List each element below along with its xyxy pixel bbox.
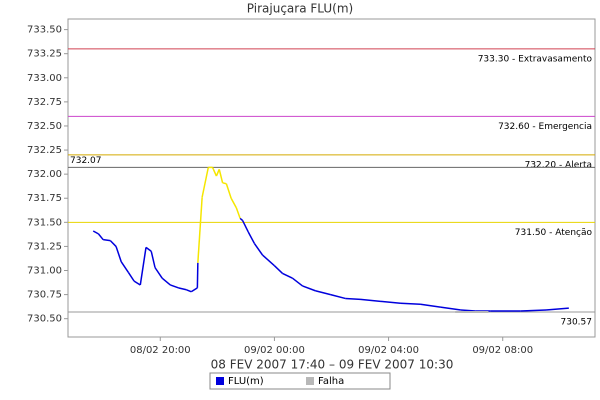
series-segment xyxy=(139,247,147,286)
plot-area xyxy=(67,18,596,338)
series-segment xyxy=(400,302,421,305)
series-segment xyxy=(92,230,99,235)
y-tick-label: 731.50 xyxy=(27,217,62,228)
y-tick-label: 731.25 xyxy=(27,241,62,252)
series-segment xyxy=(239,217,244,221)
series-segment xyxy=(154,267,163,279)
series-segment xyxy=(230,197,238,209)
legend-swatch xyxy=(216,377,224,385)
threshold-label: 732.20 - Alerta xyxy=(525,160,592,170)
series-segment xyxy=(103,238,111,242)
series-segment xyxy=(330,293,346,300)
series-segment xyxy=(440,306,461,311)
series-segment xyxy=(262,254,275,267)
series-segment xyxy=(97,233,104,241)
series-segment xyxy=(345,297,361,301)
series-segment xyxy=(241,220,249,233)
y-tick-label: 731.00 xyxy=(27,266,62,277)
y-tick-label: 733.25 xyxy=(27,49,62,60)
y-tick-label: 732.50 xyxy=(27,121,62,132)
series-segment xyxy=(380,300,401,305)
series-segment xyxy=(186,289,192,293)
series-segment xyxy=(145,246,152,252)
y-tick-label: 732.75 xyxy=(27,97,62,108)
series-segment xyxy=(211,167,218,177)
series-segment xyxy=(115,246,122,263)
series-segment xyxy=(161,277,171,286)
y-tick-label: 730.75 xyxy=(27,290,62,301)
series-segment xyxy=(222,182,227,185)
legend-label: Falha xyxy=(318,376,344,387)
chart-subtitle: 08 FEV 2007 17:40 – 09 FEV 2007 10:30 xyxy=(211,358,454,372)
legend-box xyxy=(209,372,391,390)
series-segment xyxy=(109,240,117,247)
y-tick-label: 732.00 xyxy=(27,169,62,180)
series-segment xyxy=(253,243,264,256)
chart-title: Pirajuçara FLU(m) xyxy=(247,2,353,16)
threshold-label: 732.07 xyxy=(70,156,102,166)
x-tick-label: 09/02 04:00 xyxy=(358,345,419,356)
series-segment xyxy=(360,298,381,303)
x-tick-label: 09/02 00:00 xyxy=(244,345,305,356)
threshold-label: 730.57 xyxy=(561,317,593,327)
x-tick-label: 08/02 20:00 xyxy=(130,345,191,356)
y-tick-label: 730.50 xyxy=(27,314,62,325)
series-segment xyxy=(170,284,179,289)
series-segment xyxy=(520,309,547,312)
series-segment xyxy=(150,251,156,268)
series-segment xyxy=(302,285,316,292)
series-segment xyxy=(273,265,284,274)
y-tick-label: 732.25 xyxy=(27,145,62,156)
series-segment xyxy=(127,272,135,282)
series-segment xyxy=(197,197,203,263)
series-segment xyxy=(282,272,293,279)
series-segment xyxy=(545,307,569,311)
series-segment xyxy=(133,280,141,286)
series-segment xyxy=(218,169,224,183)
series-segment xyxy=(178,287,187,291)
threshold-label: 732.60 - Emergencia xyxy=(498,122,592,132)
series-segment xyxy=(225,183,232,199)
legend-label: FLU(m) xyxy=(228,376,264,387)
threshold-label: 731.50 - Atenção xyxy=(515,228,593,238)
series-segment xyxy=(190,287,198,293)
y-tick-label: 733.50 xyxy=(27,25,62,36)
series-segment xyxy=(201,167,210,198)
series-segment xyxy=(315,290,331,296)
series-segment xyxy=(235,207,241,219)
series-segment xyxy=(292,277,303,287)
series-segment xyxy=(120,261,130,273)
y-tick-label: 731.75 xyxy=(27,193,62,204)
series-segment xyxy=(460,309,476,312)
x-tick-label: 09/02 08:00 xyxy=(472,345,533,356)
series-segment xyxy=(420,303,441,308)
legend-swatch xyxy=(306,377,314,385)
threshold-label: 733.30 - Extravasamento xyxy=(478,54,593,64)
y-tick-label: 733.00 xyxy=(27,73,62,84)
series-segment xyxy=(247,231,256,244)
